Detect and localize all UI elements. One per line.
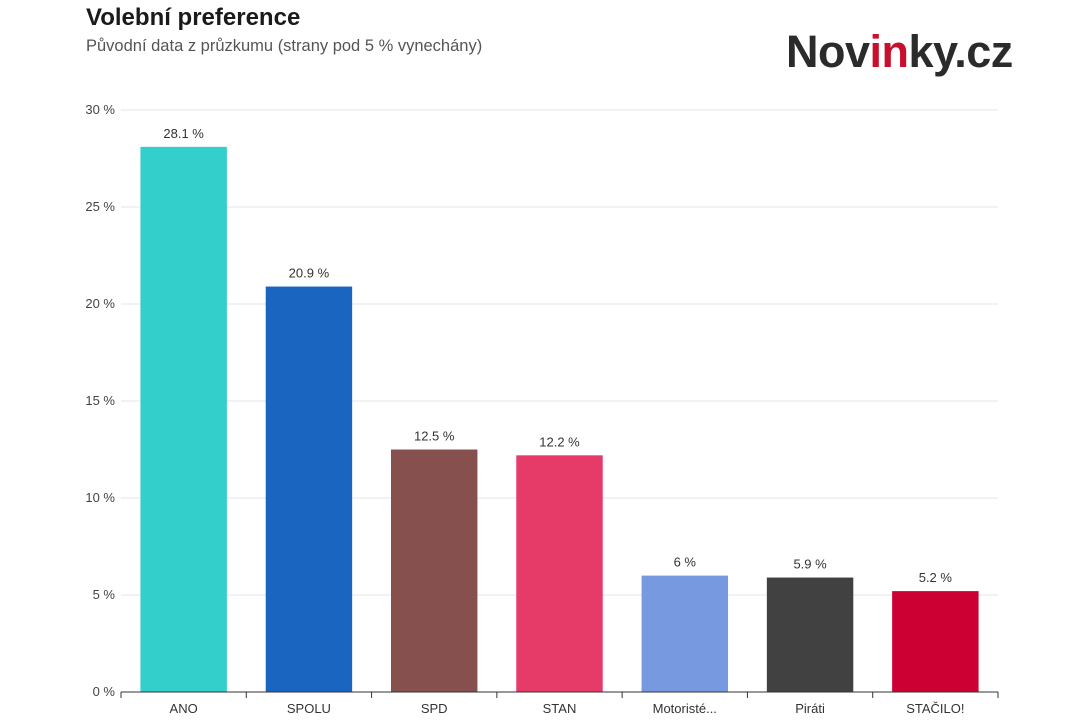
y-tick-label: 20 % <box>85 296 115 311</box>
data-label: 12.5 % <box>414 429 455 444</box>
bar[interactable] <box>140 146 227 693</box>
x-category-label: SPOLU <box>287 701 331 716</box>
y-tick-label: 15 % <box>85 393 115 408</box>
x-category-label: STAN <box>543 701 577 716</box>
data-label: 5.9 % <box>793 557 827 572</box>
chart-title: Volební preference <box>86 4 301 31</box>
bars <box>140 146 979 693</box>
y-tick-label: 25 % <box>85 199 115 214</box>
x-category-label: STAČILO! <box>906 701 964 716</box>
x-category-label: ANO <box>170 701 198 716</box>
y-tick-label: 0 % <box>93 684 116 699</box>
bar[interactable] <box>892 591 979 692</box>
logo-text-1: Nov <box>786 26 870 77</box>
chart-subtitle: Původní data z průzkumu (strany pod 5 % … <box>86 37 483 55</box>
data-label: 20.9 % <box>289 266 330 281</box>
data-label: 6 % <box>674 555 697 570</box>
bar[interactable] <box>516 455 603 692</box>
logo-text-2: ky.cz <box>908 26 1014 77</box>
data-label: 5.2 % <box>919 570 953 585</box>
novinky-logo[interactable]: Novinky.cz <box>786 26 1013 78</box>
logo-text-accent: in <box>869 26 910 77</box>
y-tick-label: 5 % <box>93 587 116 602</box>
bar[interactable] <box>265 286 353 692</box>
bar[interactable] <box>390 449 478 693</box>
y-tick-label: 10 % <box>85 490 115 505</box>
bar[interactable] <box>766 577 854 692</box>
axes <box>120 691 999 698</box>
bar[interactable] <box>641 575 729 692</box>
labels: 0 % 5 % 10 % 15 % 20 % 25 % 30 % 28.1 % ANO 20.9 … <box>85 102 964 716</box>
y-tick-label: 30 % <box>85 102 115 117</box>
x-category-label: SPD <box>421 701 448 716</box>
data-label: 28.1 % <box>163 126 204 141</box>
x-category-label: Motoristé... <box>653 701 717 716</box>
data-label: 12.2 % <box>539 434 580 449</box>
x-category-label: Piráti <box>795 701 825 716</box>
